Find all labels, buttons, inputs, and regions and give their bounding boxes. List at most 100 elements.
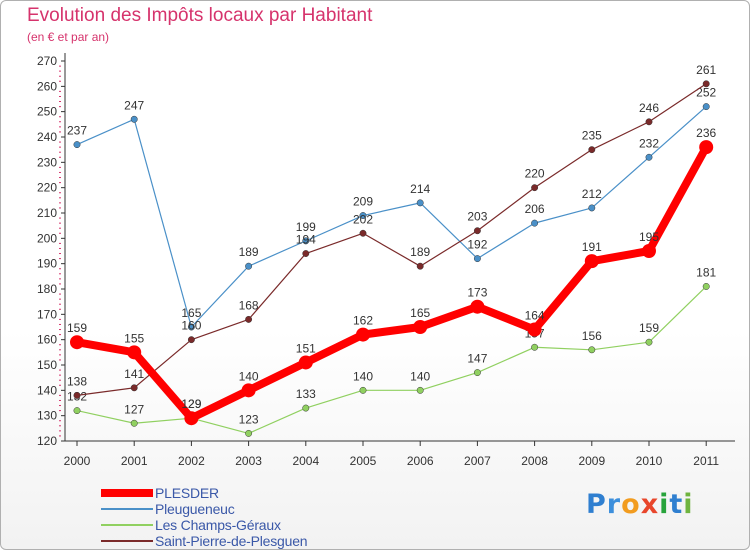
y-tick-label: 150 bbox=[37, 358, 57, 372]
data-point bbox=[245, 315, 253, 323]
y-tick-label: 250 bbox=[37, 105, 57, 119]
chart-legend: PLESDER Pleugueneuc Les Champs-Géraux Saint… bbox=[101, 485, 308, 549]
data-label: 192 bbox=[467, 238, 487, 252]
series-line bbox=[76, 105, 707, 328]
data-label: 127 bbox=[124, 402, 144, 416]
logo-letter: t bbox=[669, 489, 684, 520]
data-point bbox=[527, 322, 542, 337]
series-line bbox=[76, 83, 707, 396]
legend-swatch bbox=[101, 489, 153, 497]
data-point bbox=[645, 153, 653, 161]
data-point bbox=[70, 335, 84, 350]
legend-item: Les Champs-Géraux bbox=[101, 517, 307, 533]
data-label: 214 bbox=[410, 182, 430, 196]
data-point bbox=[473, 369, 481, 377]
chart-subtitle: (en € et par an) bbox=[27, 30, 110, 44]
data-label: 209 bbox=[353, 195, 373, 209]
legend-label: PLESDER bbox=[155, 485, 219, 501]
series-pleugueneuc: 237 247 165 189 199 209 214 192 206 212 232 252 bbox=[67, 86, 717, 331]
data-label: 195 bbox=[639, 230, 659, 244]
data-point bbox=[642, 244, 656, 258]
data-point bbox=[416, 386, 424, 394]
proxiti-logo: Proxiti bbox=[586, 489, 694, 520]
legend-item: Pleugueneuc bbox=[101, 501, 307, 517]
x-tick-label: 2001 bbox=[121, 454, 148, 468]
y-tick-label: 160 bbox=[37, 333, 57, 347]
y-tick-label: 260 bbox=[37, 79, 57, 93]
data-point bbox=[645, 338, 653, 346]
data-label: 165 bbox=[410, 306, 430, 320]
logo-letter: P bbox=[586, 489, 607, 520]
data-label: 194 bbox=[296, 233, 316, 247]
legend-item: PLESDER bbox=[101, 485, 307, 501]
legend-label: Saint-Pierre-de-Plesguen bbox=[155, 533, 308, 549]
data-point bbox=[73, 391, 81, 399]
legend-label: Pleugueneuc bbox=[155, 501, 235, 517]
data-label: 246 bbox=[639, 101, 659, 115]
data-label: 140 bbox=[410, 369, 430, 383]
data-point bbox=[356, 327, 370, 342]
data-label: 165 bbox=[181, 306, 201, 320]
y-tick-label: 140 bbox=[37, 383, 57, 397]
data-label: 162 bbox=[353, 314, 373, 328]
data-point bbox=[416, 199, 424, 207]
data-point bbox=[531, 184, 539, 192]
data-point bbox=[473, 255, 481, 263]
y-tick-label: 170 bbox=[37, 307, 57, 321]
data-label: 191 bbox=[582, 240, 602, 254]
logo-letter: o bbox=[621, 489, 641, 520]
data-point bbox=[127, 345, 142, 360]
data-label: 202 bbox=[353, 212, 373, 226]
series-saint-pierre-de-plesguen: 138 141 160 168 194 202 189 203 220 235 246 261 bbox=[67, 63, 717, 399]
data-label: 155 bbox=[124, 331, 144, 345]
y-tick-label: 210 bbox=[37, 206, 57, 220]
data-point bbox=[187, 336, 195, 344]
logo-letter: i bbox=[683, 489, 694, 520]
data-label: 181 bbox=[696, 265, 716, 279]
data-label: 164 bbox=[525, 309, 545, 323]
x-tick-label: 2011 bbox=[693, 454, 719, 468]
x-tick-label: 2004 bbox=[292, 454, 319, 468]
logo-letter: x bbox=[640, 489, 660, 520]
x-tick-label: 2009 bbox=[578, 454, 605, 468]
data-point bbox=[702, 80, 710, 88]
legend-swatch bbox=[101, 508, 153, 510]
data-point bbox=[359, 212, 367, 219]
data-point bbox=[588, 346, 596, 354]
data-label: 232 bbox=[639, 136, 659, 150]
y-tick-label: 200 bbox=[37, 231, 57, 245]
data-point bbox=[416, 262, 424, 270]
data-point bbox=[588, 146, 596, 154]
data-label: 160 bbox=[181, 319, 201, 333]
data-point bbox=[130, 115, 138, 123]
x-tick-label: 2002 bbox=[178, 454, 205, 468]
y-tick-label: 180 bbox=[37, 282, 57, 296]
data-label: 189 bbox=[239, 245, 259, 259]
data-point bbox=[241, 383, 256, 398]
x-tick-label: 2010 bbox=[636, 454, 663, 468]
legend-swatch bbox=[101, 540, 153, 542]
data-point bbox=[473, 227, 481, 235]
data-label: 133 bbox=[296, 387, 316, 401]
legend-label: Les Champs-Géraux bbox=[155, 517, 281, 533]
chart-title: Evolution des Impôts locaux par Habitant bbox=[27, 5, 373, 26]
series-line bbox=[76, 285, 707, 434]
data-label: 237 bbox=[67, 124, 87, 138]
x-tick-label: 2008 bbox=[521, 454, 548, 468]
data-point bbox=[184, 411, 199, 426]
data-label: 140 bbox=[353, 369, 373, 383]
legend-swatch bbox=[101, 524, 153, 526]
data-label: 220 bbox=[525, 167, 545, 181]
series-line bbox=[73, 143, 711, 423]
data-label: 247 bbox=[124, 98, 144, 112]
x-tick-label: 2006 bbox=[407, 454, 434, 468]
data-label: 123 bbox=[239, 412, 259, 426]
data-point bbox=[298, 355, 313, 370]
x-tick-label: 2007 bbox=[464, 454, 491, 468]
data-point bbox=[531, 219, 539, 227]
series-les-champs-g-raux: 132127129123133140140147157156159181 bbox=[67, 265, 717, 437]
data-point bbox=[130, 419, 138, 427]
x-tick-label: 2003 bbox=[235, 454, 262, 468]
data-label: 173 bbox=[467, 286, 487, 300]
